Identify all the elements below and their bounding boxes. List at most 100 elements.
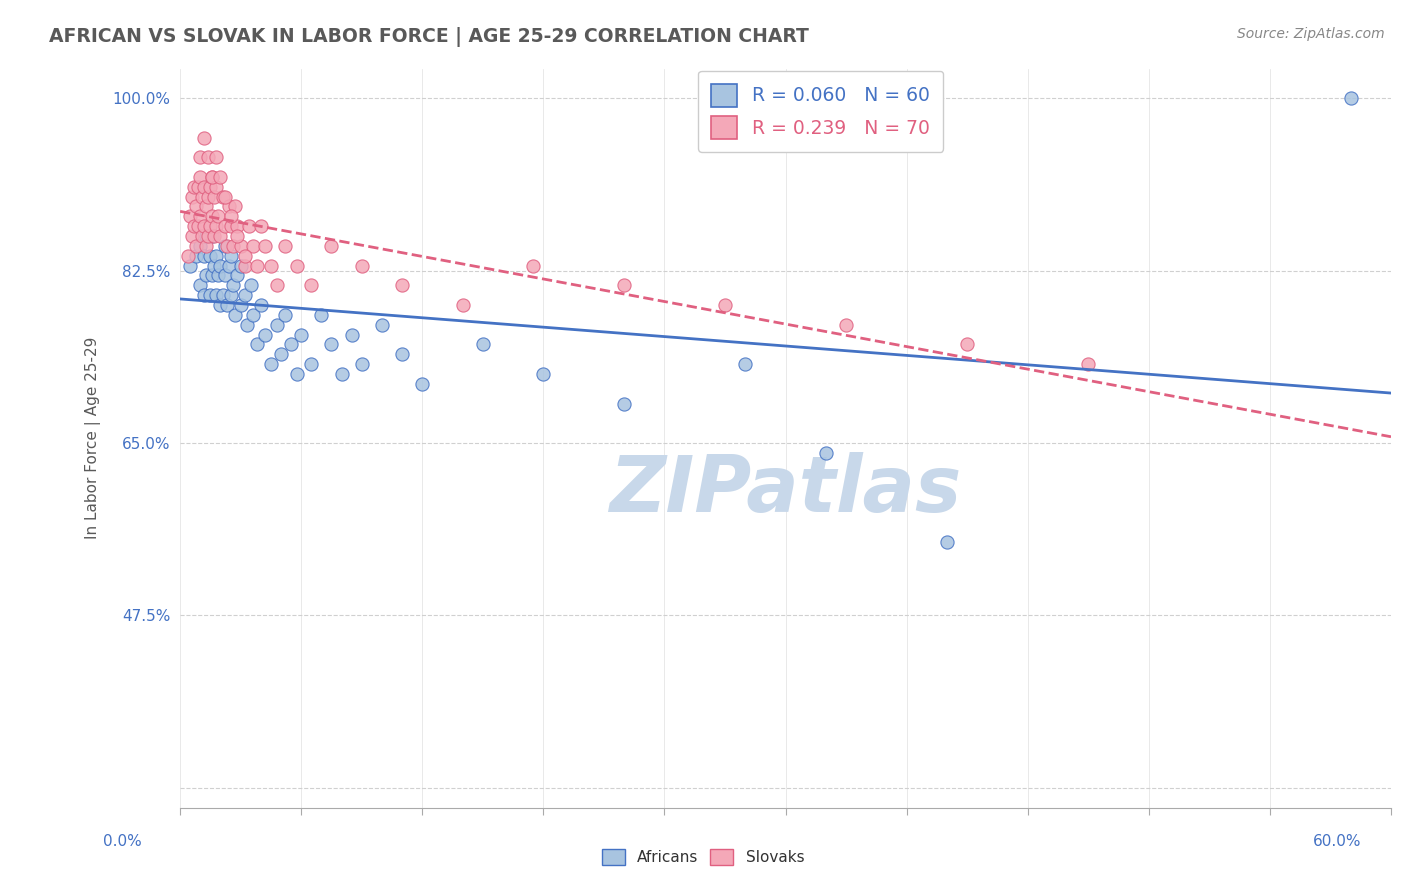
Point	[191, 189, 214, 203]
Text: 0.0%: 0.0%	[103, 834, 142, 848]
Text: Source: ZipAtlas.com: Source: ZipAtlas.com	[1237, 27, 1385, 41]
Point	[197, 150, 219, 164]
Point	[239, 278, 262, 293]
Point	[200, 179, 222, 194]
Point	[205, 179, 228, 194]
Point	[186, 239, 208, 253]
Point	[181, 229, 204, 244]
Point	[201, 169, 224, 184]
Point	[219, 219, 242, 234]
Point	[218, 199, 240, 213]
Point	[238, 219, 260, 234]
Point	[350, 259, 373, 273]
Point	[219, 288, 242, 302]
Point	[280, 337, 302, 351]
Text: ZIPatlas: ZIPatlas	[609, 452, 962, 528]
Point	[197, 189, 219, 203]
Point	[225, 268, 247, 283]
Point	[179, 210, 201, 224]
Point	[956, 337, 979, 351]
Point	[195, 229, 218, 244]
Point	[274, 239, 297, 253]
Point	[270, 347, 292, 361]
Text: AFRICAN VS SLOVAK IN LABOR FORCE | AGE 25-29 CORRELATION CHART: AFRICAN VS SLOVAK IN LABOR FORCE | AGE 2…	[49, 27, 808, 46]
Point	[201, 229, 224, 244]
Point	[246, 259, 269, 273]
Point	[214, 268, 236, 283]
Point	[211, 288, 233, 302]
Point	[613, 278, 636, 293]
Point	[209, 169, 232, 184]
Point	[211, 189, 233, 203]
Point	[266, 278, 288, 293]
Point	[195, 268, 218, 283]
Point	[209, 259, 232, 273]
Point	[181, 189, 204, 203]
Point	[522, 259, 544, 273]
Point	[191, 229, 214, 244]
Point	[229, 259, 252, 273]
Point	[321, 337, 343, 351]
Point	[188, 150, 211, 164]
Point	[204, 259, 226, 273]
Point	[221, 278, 243, 293]
Point	[340, 327, 363, 342]
Point	[179, 259, 201, 273]
Point	[187, 179, 209, 194]
Point	[936, 534, 959, 549]
Point	[714, 298, 737, 312]
Point	[215, 239, 238, 253]
Point	[835, 318, 858, 332]
Point	[253, 239, 276, 253]
Point	[205, 249, 228, 263]
Point	[207, 210, 229, 224]
Point	[229, 239, 252, 253]
Point	[205, 150, 228, 164]
Point	[188, 210, 211, 224]
Point	[183, 219, 205, 234]
Point	[188, 169, 211, 184]
Point	[246, 337, 269, 351]
Point	[200, 288, 222, 302]
Point	[225, 219, 247, 234]
Point	[209, 229, 232, 244]
Point	[451, 298, 474, 312]
Point	[201, 268, 224, 283]
Point	[233, 288, 256, 302]
Point	[201, 210, 224, 224]
Point	[350, 357, 373, 371]
Point	[193, 219, 215, 234]
Point	[321, 239, 343, 253]
Point	[250, 298, 273, 312]
Point	[193, 179, 215, 194]
Point	[188, 278, 211, 293]
Point	[250, 219, 273, 234]
Point	[209, 298, 232, 312]
Point	[274, 308, 297, 322]
Point	[814, 446, 837, 460]
Point	[195, 239, 218, 253]
Point	[200, 249, 222, 263]
Point	[193, 288, 215, 302]
Point	[1077, 357, 1099, 371]
Point	[311, 308, 333, 322]
Point	[471, 337, 494, 351]
Point	[205, 288, 228, 302]
Point	[200, 219, 222, 234]
Legend: Africans, Slovaks: Africans, Slovaks	[596, 843, 810, 871]
Point	[186, 199, 208, 213]
Point	[201, 169, 224, 184]
Point	[391, 278, 413, 293]
Point	[187, 219, 209, 234]
Point	[260, 259, 283, 273]
Point	[299, 278, 322, 293]
Point	[207, 268, 229, 283]
Y-axis label: In Labor Force | Age 25-29: In Labor Force | Age 25-29	[86, 337, 101, 540]
Point	[299, 357, 322, 371]
Point	[260, 357, 283, 371]
Point	[214, 219, 236, 234]
Point	[531, 367, 554, 381]
Point	[235, 318, 257, 332]
Point	[242, 308, 264, 322]
Point	[219, 210, 242, 224]
